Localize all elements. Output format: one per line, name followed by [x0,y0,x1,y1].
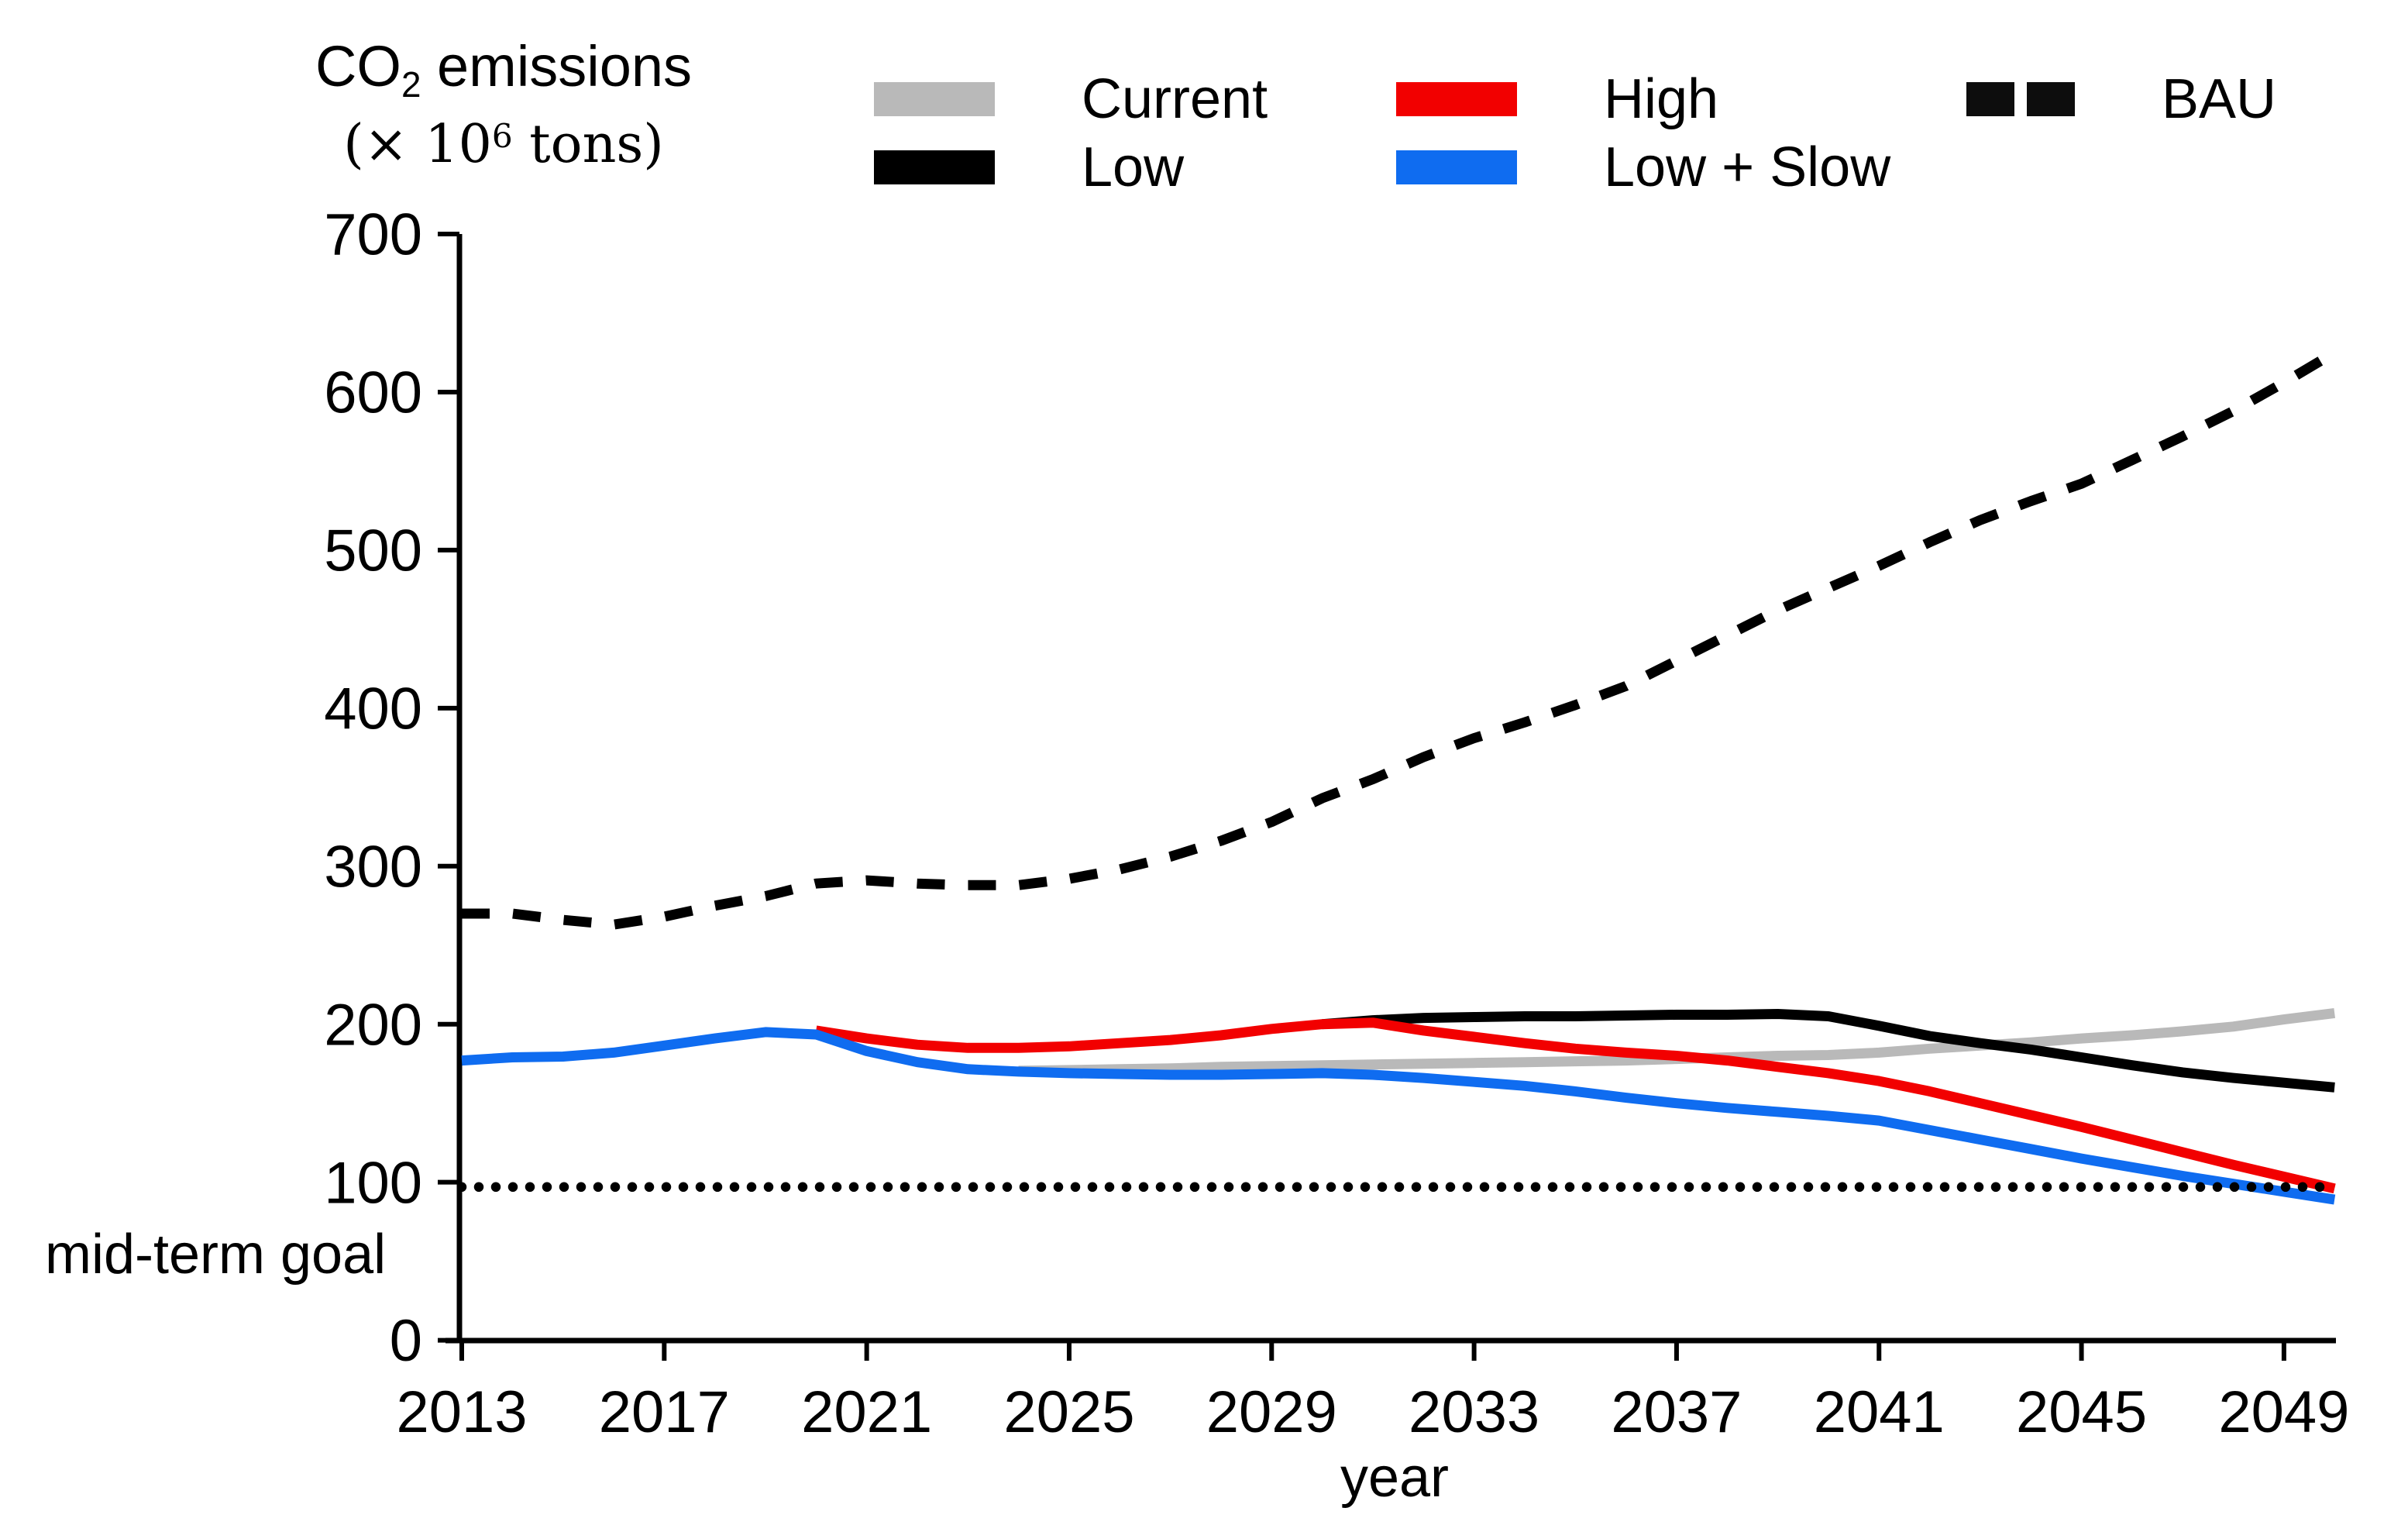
legend-item-current: Current [874,64,1268,135]
legend-swatch-current [874,82,995,116]
legend-swatch-bau-dashed [1966,82,2075,116]
x-tick-label-2045: 2045 [2016,1379,2147,1445]
x-axis-title: year [1340,1447,1450,1509]
legend-swatch-high [1396,82,1517,116]
series-line-bau [462,348,2337,930]
mid-term-goal-label: mid-term goal [45,1224,387,1286]
x-tick-label-2037: 2037 [1611,1379,1742,1445]
x-tick-label-2049: 2049 [2218,1379,2349,1445]
legend-swatch-low [874,150,995,184]
x-tick-label-2017: 2017 [599,1379,730,1445]
legend-label-low: Low [1082,136,1185,198]
y-tick-label-500: 500 [324,518,422,584]
legend-label-current: Current [1082,68,1268,130]
y-tick-label-600: 600 [324,360,422,426]
legend-swatch-low-slow [1396,150,1517,184]
chart-title-units: (× 106 tons) [343,114,664,176]
y-tick-label-700: 700 [324,202,422,268]
legend-item-low: Low [874,132,1184,203]
x-tick-label-2029: 2029 [1206,1379,1337,1445]
legend-label-high: High [1604,68,1719,130]
y-tick-label-0: 0 [390,1308,422,1374]
y-tick-label-200: 200 [324,992,422,1058]
x-tick-label-2041: 2041 [1814,1379,1945,1445]
series-line-low [1322,1009,2335,1093]
y-tick-label-300: 300 [324,834,422,900]
legend-label-low-slow: Low + Slow [1604,136,1891,198]
y-tick-label-400: 400 [324,676,422,742]
x-tick-label-2025: 2025 [1003,1379,1134,1445]
legend-item-high: High [1396,64,1718,135]
series-line-high [815,1017,2336,1194]
legend-item-low-slow: Low + Slow [1396,132,1890,203]
series-line-low-slow [461,1027,2336,1205]
x-tick-label-2021: 2021 [801,1379,932,1445]
x-tick-label-2033: 2033 [1409,1379,1539,1445]
legend-item-bau: BAU [1966,64,2276,135]
legend-label-bau: BAU [2162,68,2277,130]
x-tick-label-2013: 2013 [396,1379,527,1445]
chart-title-line1: CO2 emissions [315,34,693,105]
y-tick-label-100: 100 [324,1150,422,1216]
chart-title: CO2 emissions (× 106 tons) [256,31,752,177]
